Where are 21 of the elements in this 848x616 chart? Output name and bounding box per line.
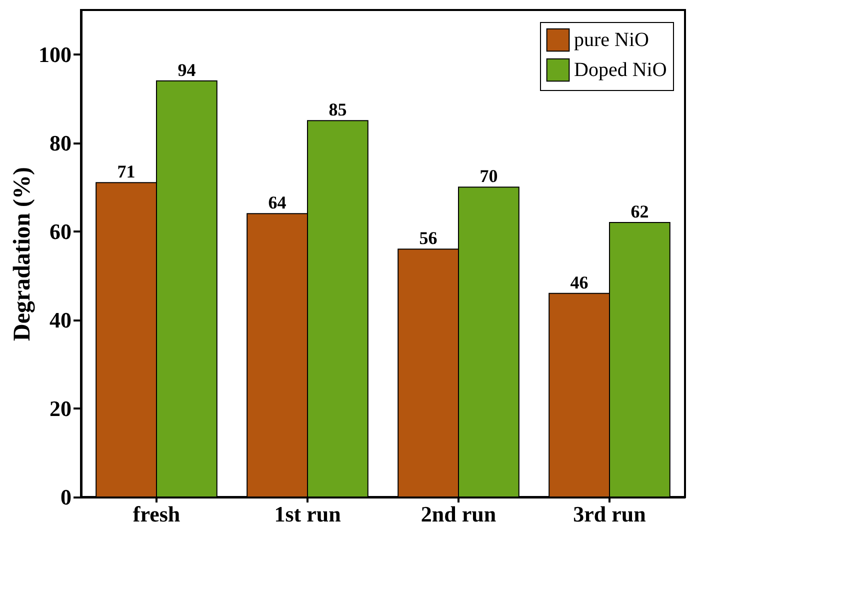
y-tick-label: 40 [50, 307, 72, 332]
x-tick-label: 1st run [274, 502, 341, 526]
data-label: 85 [328, 100, 347, 120]
y-tick-label: 60 [50, 218, 72, 244]
y-tick-label: 100 [38, 42, 72, 67]
x-tick-label: 2nd run [420, 502, 496, 526]
y-axis-title: Degradation (%) [10, 167, 36, 341]
data-label: 56 [419, 228, 438, 248]
data-label: 94 [178, 60, 196, 80]
data-label: 62 [630, 202, 649, 222]
x-tick-label: 3rd run [573, 502, 646, 526]
y-tick-label: 80 [50, 130, 72, 156]
y-tick-label: 0 [60, 484, 72, 510]
legend-label: pure NiO [574, 29, 649, 51]
x-tick-label: fresh [132, 502, 180, 526]
y-tick-label: 20 [50, 396, 72, 421]
legend-label: Doped NiO [574, 59, 667, 81]
data-label: 46 [570, 272, 588, 292]
data-label: 64 [268, 192, 286, 213]
data-label: 71 [117, 162, 136, 182]
data-label: 70 [480, 166, 498, 186]
